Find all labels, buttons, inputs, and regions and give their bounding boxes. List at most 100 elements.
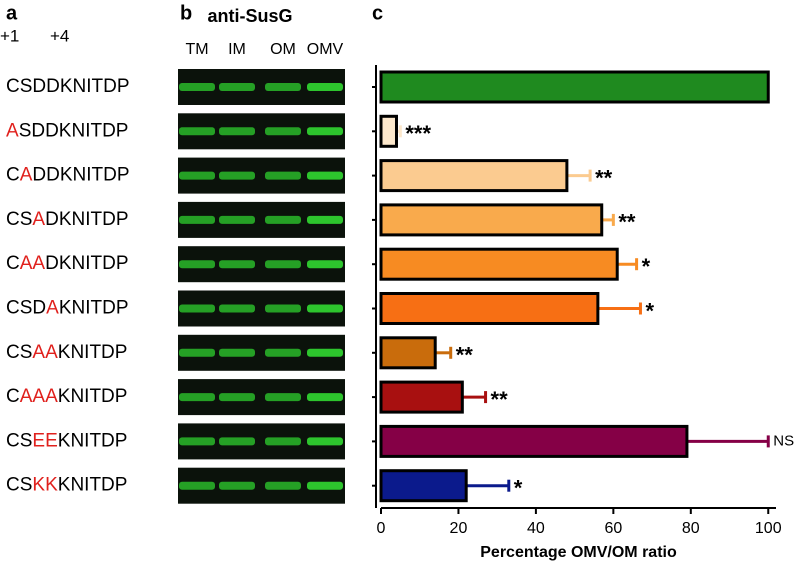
blot-band [219, 83, 255, 91]
position-label: +1 [0, 26, 19, 45]
sequence-part: SDDKNITDP [19, 120, 129, 141]
x-tick-label: 20 [450, 520, 468, 537]
sequence: CAADKNITDP [6, 253, 129, 274]
bar [379, 336, 437, 370]
lane-label: TM [185, 41, 208, 58]
blot-band [179, 304, 215, 313]
sequence-part: KNITDP [58, 386, 128, 407]
significance-label: *** [405, 121, 431, 146]
sequence: CSDDKNITDP [6, 76, 130, 97]
significance-label: * [645, 298, 654, 323]
bar [379, 292, 600, 325]
sequence-part: EE [32, 430, 57, 451]
blot-band [179, 83, 215, 91]
sequence: CADDKNITDP [6, 165, 130, 186]
blot-band [179, 481, 215, 490]
blot-band [219, 260, 255, 269]
sequence-part: DKNITDP [45, 209, 128, 230]
blot-band [179, 348, 215, 357]
blot-band [307, 171, 343, 180]
blot-band [179, 437, 215, 446]
sequence: CSDAKNITDP [6, 298, 129, 319]
significance-label: * [514, 476, 523, 501]
sequence-part: C [6, 386, 20, 407]
blot-band [307, 83, 343, 91]
blot-band [219, 304, 255, 313]
x-tick-label: 0 [377, 520, 386, 537]
bar [379, 424, 689, 458]
blot-band [265, 127, 301, 136]
blot-band [179, 215, 215, 224]
blot-band [265, 481, 301, 490]
blot-band [265, 437, 301, 446]
sequence-part: A [6, 120, 19, 141]
sequence-part: DKNITDP [45, 253, 128, 274]
sequence: CSADKNITDP [6, 209, 129, 230]
sequence-part: C [6, 165, 20, 186]
sequence: CSEEKNITDP [6, 430, 127, 451]
blot-band [219, 348, 255, 357]
blot-band [265, 393, 301, 402]
bar [379, 114, 398, 148]
blot-band [219, 171, 255, 180]
significance-label: ** [456, 343, 474, 368]
sequence-part: CS [6, 342, 32, 363]
sequence-part: CS [6, 209, 32, 230]
blot-band [307, 348, 343, 357]
blot-band [179, 260, 215, 269]
significance-label: NS [773, 432, 794, 449]
panel-label: c [372, 2, 383, 24]
blot-band [265, 171, 301, 180]
blot-band [179, 171, 215, 180]
sequence-part: KNITDP [58, 342, 128, 363]
x-tick-label: 60 [604, 520, 622, 537]
bar [379, 380, 464, 414]
x-tick-label: 100 [755, 520, 782, 537]
sequence-part: KK [32, 475, 58, 496]
significance-label: ** [491, 387, 509, 412]
blot-band [265, 304, 301, 313]
bar [379, 70, 770, 104]
blot-band [307, 127, 343, 136]
lane-label: IM [228, 41, 246, 58]
blot-band [307, 215, 343, 224]
sequence-part: A [32, 209, 45, 230]
blot-band [307, 393, 343, 402]
blot-band [265, 215, 301, 224]
sequence: CSAAKNITDP [6, 342, 127, 363]
blot-band [219, 393, 255, 402]
bar [379, 159, 569, 193]
position-label: +4 [50, 26, 69, 45]
sequence-part: CS [6, 475, 32, 496]
significance-label: ** [618, 210, 636, 235]
sequence: ASDDKNITDP [6, 120, 128, 141]
blot-band [307, 260, 343, 269]
x-axis-label: Percentage OMV/OM ratio [480, 544, 677, 561]
panel-label: a [6, 2, 18, 24]
sequence-part: CS [6, 430, 32, 451]
bar [379, 469, 468, 503]
sequence-part: AA [32, 342, 58, 363]
sequence: CSKKKNITDP [6, 475, 127, 496]
sequence-part: KNITDP [58, 475, 128, 496]
blot-band [307, 304, 343, 313]
sequence-part: CSDDKNITDP [6, 76, 130, 97]
blot-title: anti-SusG [207, 6, 292, 26]
sequence-part: KNITDP [59, 298, 129, 319]
bar [379, 247, 619, 281]
blot-band [219, 481, 255, 490]
sequence-part: AA [20, 253, 46, 274]
blot-band [179, 393, 215, 402]
significance-label: * [642, 254, 651, 279]
sequence-part: AAA [20, 386, 58, 407]
lane-label: OM [270, 41, 296, 58]
sequence-part: KNITDP [58, 430, 128, 451]
x-tick-label: 80 [682, 520, 700, 537]
sequence-part: DDKNITDP [32, 165, 129, 186]
sequence-part: CSD [6, 298, 46, 319]
sequence-part: C [6, 253, 20, 274]
sequence-part: A [20, 165, 33, 186]
blot-band [265, 348, 301, 357]
blot-band [219, 215, 255, 224]
